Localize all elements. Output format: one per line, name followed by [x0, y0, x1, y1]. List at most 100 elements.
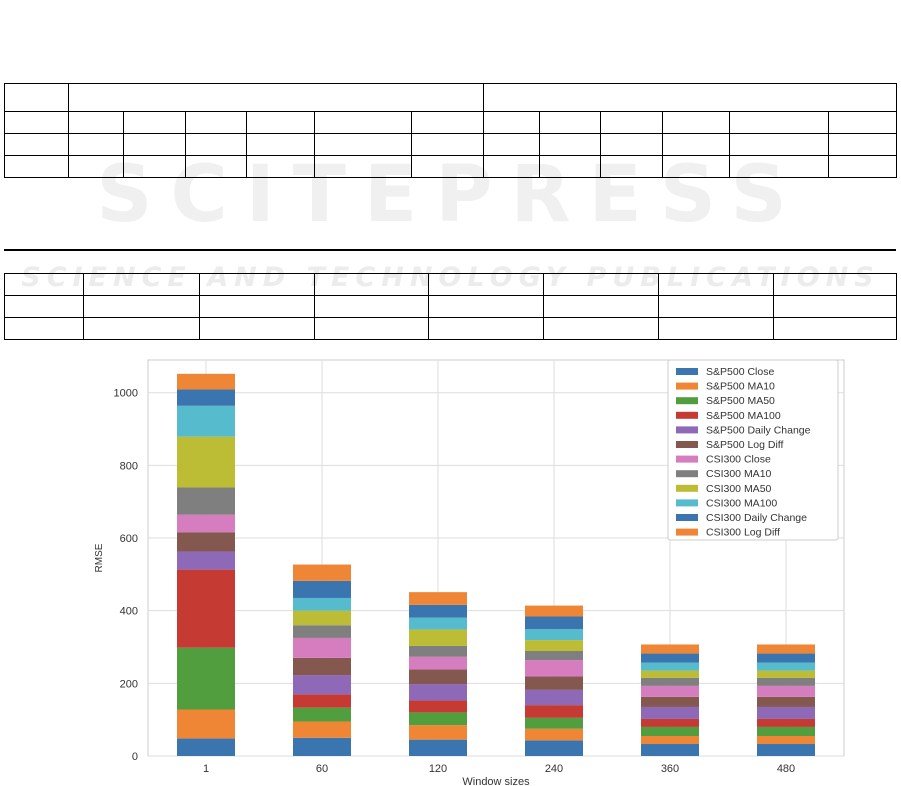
legend-label: CSI300 Log Diff [706, 527, 780, 539]
bar-segment [293, 637, 351, 658]
bar-segment [177, 405, 235, 437]
legend-label: S&P500 MA100 [706, 410, 781, 422]
bar-segment [409, 629, 467, 646]
bar-segment [757, 653, 815, 663]
bar-segment [293, 657, 351, 676]
bar-segment [641, 677, 699, 686]
bar-segment [409, 592, 467, 605]
bar-segment [525, 705, 583, 718]
bar-segment [757, 677, 815, 686]
bar-segment [641, 653, 699, 663]
legend-label: CSI300 MA10 [706, 468, 772, 480]
bar-segment [641, 736, 699, 745]
y-axis-label: RMSE [94, 543, 105, 572]
bar-segment [757, 644, 815, 654]
bar-segment [641, 662, 699, 671]
legend-swatch [676, 528, 698, 536]
legend-label: S&P500 MA10 [706, 381, 775, 393]
bar-segment [641, 670, 699, 678]
legend-swatch [676, 455, 698, 463]
bar-segment [293, 694, 351, 708]
bar-segment [409, 669, 467, 685]
bar-segment [641, 744, 699, 756]
bar-segment [641, 706, 699, 719]
legend-swatch [676, 397, 698, 405]
bar-segment [177, 569, 235, 648]
y-tick-label: 1000 [114, 388, 138, 400]
bar-segment [525, 676, 583, 690]
bar-segment [293, 610, 351, 626]
bar-segment [641, 718, 699, 727]
plot-area: 0 200 400 600 800 1000 1 60 120 240 360 480 [114, 359, 845, 775]
bar-segment [757, 696, 815, 707]
bar-segment [525, 640, 583, 652]
divider-line [4, 249, 896, 251]
table-header-row [4, 83, 898, 112]
table-row [4, 317, 897, 340]
legend-swatch [676, 514, 698, 521]
legend-swatch [676, 382, 698, 390]
bar-segment [757, 744, 815, 756]
bar-segment [409, 725, 467, 740]
bar-segment [293, 721, 351, 738]
bar-segment [293, 564, 351, 581]
legend-swatch [676, 368, 698, 375]
bar-segment [177, 709, 235, 739]
bar-segment [177, 647, 235, 710]
bar-segment [525, 616, 583, 630]
table-row [4, 133, 898, 156]
legend-swatch [676, 499, 698, 507]
results-table-top [4, 83, 898, 178]
bar-segment [409, 700, 467, 713]
table-cell [483, 83, 898, 112]
legend-label: CSI300 Daily Change [706, 512, 807, 524]
bar-segment [641, 644, 699, 654]
legend-swatch [676, 426, 698, 434]
bar-segment [757, 670, 815, 678]
bar-segment [409, 656, 467, 670]
bar-segment [525, 689, 583, 706]
y-tick-label: 0 [132, 751, 138, 763]
bar-segment [525, 651, 583, 661]
bar-segment [757, 718, 815, 727]
bar-segment [525, 660, 583, 677]
y-tick-label: 600 [120, 533, 138, 545]
bar-segment [177, 738, 235, 756]
bar-segment [641, 726, 699, 737]
bar-segment [757, 685, 815, 697]
table-row [4, 111, 898, 134]
legend-label: CSI300 MA100 [706, 497, 777, 509]
legend-swatch [676, 484, 698, 492]
results-table-bottom [4, 273, 897, 340]
table-cell [4, 83, 69, 112]
y-tick-label: 800 [120, 460, 138, 472]
bar-segment [293, 597, 351, 611]
y-tick-label: 200 [120, 678, 138, 690]
bar-segment [177, 514, 235, 533]
bar-segment [293, 675, 351, 695]
legend-label: S&P500 MA50 [706, 395, 775, 407]
table-cell [67, 83, 485, 112]
legend-label: S&P500 Close [706, 366, 774, 378]
bar-segment [293, 625, 351, 638]
table-row [4, 155, 898, 178]
bar-segment [757, 662, 815, 671]
bar-segment [757, 726, 815, 737]
bar-segment [177, 551, 235, 570]
bar-segment [525, 605, 583, 617]
legend-swatch [676, 470, 698, 478]
chart-legend: S&P500 Close S&P500 MA10 S&P500 MA50 S&P500… [667, 359, 839, 541]
bar-segment [293, 707, 351, 722]
bar-segment [293, 580, 351, 598]
bar-segment [177, 487, 235, 515]
bar-segment [293, 737, 351, 756]
bar-segment [177, 532, 235, 552]
x-tick-label: 1 [203, 763, 209, 775]
x-axis-label: Window sizes [462, 776, 530, 786]
table-row [4, 295, 897, 318]
legend-label: S&P500 Log Diff [706, 439, 784, 451]
x-tick-label: 60 [316, 763, 328, 775]
x-tick-label: 360 [661, 763, 679, 775]
bar-segment [641, 696, 699, 707]
legend-label: S&P500 Daily Change [706, 424, 811, 436]
